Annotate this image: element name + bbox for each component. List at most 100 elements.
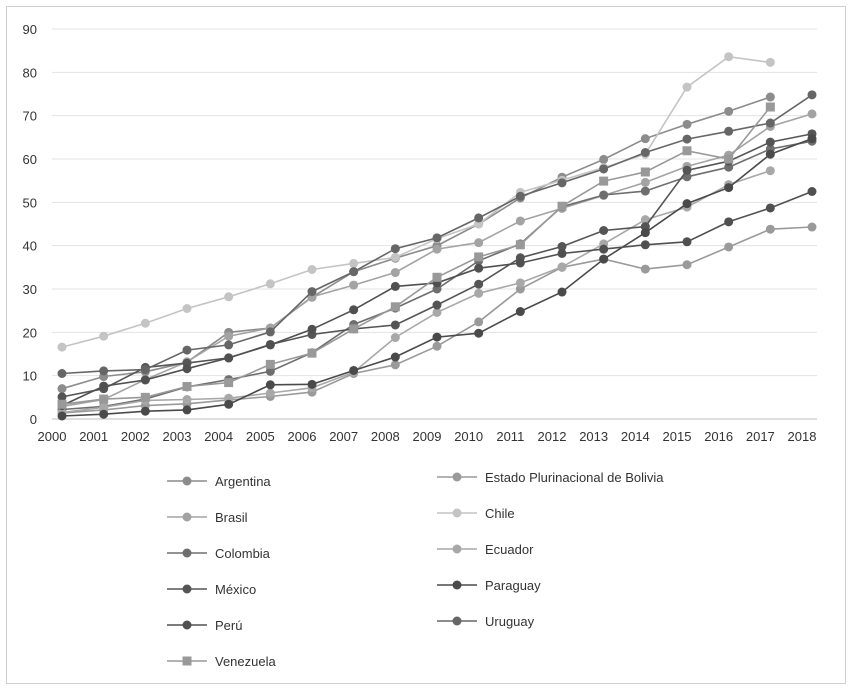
data-point [682, 260, 692, 270]
data-point [557, 248, 567, 258]
data-point [724, 52, 734, 62]
x-tick-label: 2015 [663, 429, 692, 444]
data-point [57, 392, 67, 402]
series-line [61, 55, 771, 348]
legend-marker [452, 472, 462, 482]
data-point [557, 201, 567, 211]
data-point [224, 340, 234, 350]
data-point [765, 203, 775, 213]
legend-item: Venezuela [167, 654, 276, 669]
series-9 [57, 90, 817, 378]
data-point [432, 341, 442, 351]
x-tick-label: 2000 [38, 429, 67, 444]
line-chart: 0 10 20 30 40 50 60 70 80 90 2000 2001 2002 2003 2004… [23, 22, 817, 669]
data-point [349, 365, 359, 375]
data-point [724, 126, 734, 136]
data-point [640, 215, 650, 225]
data-point [682, 237, 692, 247]
data-point [515, 216, 525, 226]
x-tick-label: 2018 [788, 429, 817, 444]
x-tick-label: 2009 [413, 429, 442, 444]
data-point [765, 224, 775, 234]
x-tick-label: 2017 [746, 429, 775, 444]
data-point [224, 399, 234, 409]
data-point [640, 148, 650, 157]
legend-item: Argentina [167, 474, 271, 489]
data-point [224, 331, 234, 341]
y-tick-label: 10 [23, 369, 37, 384]
y-tick-label: 40 [23, 239, 37, 254]
data-point [432, 300, 442, 310]
data-point [599, 254, 609, 264]
data-point [640, 186, 650, 196]
data-point [265, 359, 275, 369]
legend-label: Paraguay [485, 578, 541, 593]
x-tick-label: 2014 [621, 429, 650, 444]
data-point [432, 307, 442, 317]
data-point [682, 165, 692, 175]
data-point [807, 109, 817, 119]
data-point [807, 187, 817, 196]
legend-label: Argentina [215, 474, 271, 489]
data-point [307, 287, 317, 297]
legend-item: Estado Plurinacional de Bolivia [437, 470, 664, 485]
data-point [307, 265, 317, 274]
y-axis-ticks: 0 10 20 30 40 50 60 70 80 90 [23, 22, 37, 427]
data-point [57, 399, 67, 409]
x-tick-label: 2007 [329, 429, 358, 444]
data-point [640, 134, 650, 144]
legend-item: México [167, 582, 256, 597]
legend-marker [182, 656, 192, 666]
data-point [57, 384, 67, 394]
data-point [224, 353, 234, 363]
series-line [61, 190, 813, 407]
data-point [557, 262, 567, 272]
data-point [390, 333, 400, 343]
series-line [61, 226, 813, 414]
data-point [474, 238, 484, 248]
data-point [390, 302, 400, 312]
legend-marker [182, 476, 192, 486]
x-tick-label: 2004 [204, 429, 233, 444]
data-point [765, 118, 775, 128]
data-point [474, 263, 484, 273]
data-point [390, 244, 400, 254]
x-tick-label: 2003 [163, 429, 192, 444]
data-point [182, 405, 192, 415]
grid-lines [52, 28, 817, 420]
data-point [182, 382, 192, 391]
legend-label: Uruguay [485, 614, 535, 629]
x-tick-label: 2001 [79, 429, 108, 444]
legend-item: Brasil [167, 510, 248, 525]
data-point [349, 324, 359, 334]
data-point [515, 240, 525, 250]
data-point [182, 345, 192, 355]
data-point [390, 360, 400, 370]
data-point [474, 288, 484, 298]
data-point [724, 154, 734, 164]
y-tick-label: 90 [23, 22, 37, 37]
data-point [474, 328, 484, 338]
data-point [140, 375, 150, 385]
data-point [99, 394, 109, 404]
data-point [724, 217, 734, 227]
x-tick-label: 2016 [704, 429, 733, 444]
legend-item: Paraguay [437, 578, 541, 593]
data-point [640, 167, 650, 177]
data-point [765, 102, 775, 112]
data-point [99, 366, 109, 376]
legend-label: Brasil [215, 510, 248, 525]
data-point [99, 331, 109, 341]
series-7 [57, 134, 817, 421]
legend-marker [452, 544, 462, 554]
data-point [265, 340, 275, 350]
data-point [390, 252, 400, 262]
data-point [182, 364, 192, 374]
x-tick-label: 2008 [371, 429, 400, 444]
data-point [432, 244, 442, 254]
series-10 [57, 102, 775, 409]
data-point [474, 279, 484, 289]
data-point [765, 166, 775, 176]
data-point [724, 242, 734, 252]
data-point [349, 267, 359, 277]
